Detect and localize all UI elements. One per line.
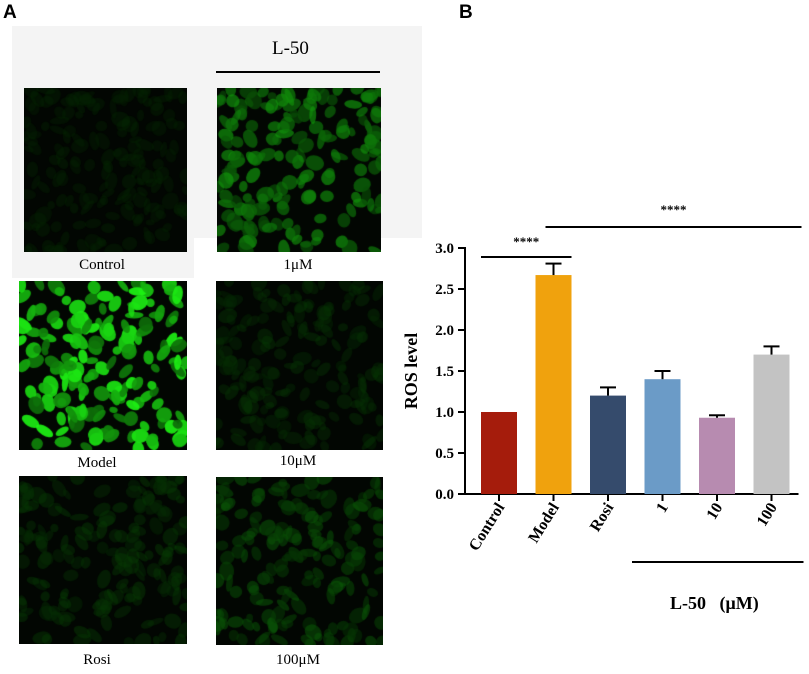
y-tick-label: 2.5 — [435, 282, 454, 298]
bar — [644, 379, 681, 494]
bar — [753, 354, 790, 494]
bar — [481, 412, 517, 494]
l50-group-label: L-50 (μM) — [670, 593, 759, 614]
bar — [699, 417, 735, 494]
label-model: Model — [77, 455, 117, 471]
y-tick-label: 2.0 — [435, 323, 454, 339]
x-tick-label: Model — [525, 500, 563, 546]
bar — [590, 395, 626, 494]
x-tick-label: 10 — [703, 500, 726, 523]
micrograph-control — [24, 88, 187, 252]
label-control: Control — [79, 257, 125, 273]
label-100um: 100μM — [276, 652, 320, 668]
micrograph-1um — [217, 88, 381, 252]
micrograph-10um — [216, 281, 383, 450]
l50-header-line — [216, 71, 380, 73]
y-axis-label: ROS level — [401, 333, 421, 410]
x-tick-label: 1 — [653, 500, 672, 516]
x-tick-label: 100 — [754, 500, 781, 529]
label-rosi: Rosi — [83, 652, 111, 668]
micrograph-100um — [216, 477, 383, 645]
panel-a-letter: A — [3, 2, 17, 23]
panel-b-letter: B — [459, 2, 473, 23]
label-10um: 10μM — [279, 453, 317, 469]
y-tick-label: 1.5 — [435, 364, 454, 380]
micrograph-model — [19, 281, 187, 450]
x-tick-label: Control — [466, 500, 509, 554]
y-tick-label: 0.0 — [435, 487, 454, 503]
micrograph-rosi — [19, 476, 187, 644]
label-1um: 1μM — [283, 257, 313, 273]
significance-label: **** — [661, 202, 687, 217]
y-tick-label: 0.5 — [435, 446, 454, 462]
y-tick-label: 3.0 — [435, 241, 454, 257]
bar — [535, 275, 572, 494]
y-tick-label: 1.0 — [435, 405, 454, 421]
l50-header: L-50 — [272, 38, 309, 59]
significance-label: **** — [513, 234, 539, 249]
x-tick-label: Rosi — [587, 500, 618, 535]
